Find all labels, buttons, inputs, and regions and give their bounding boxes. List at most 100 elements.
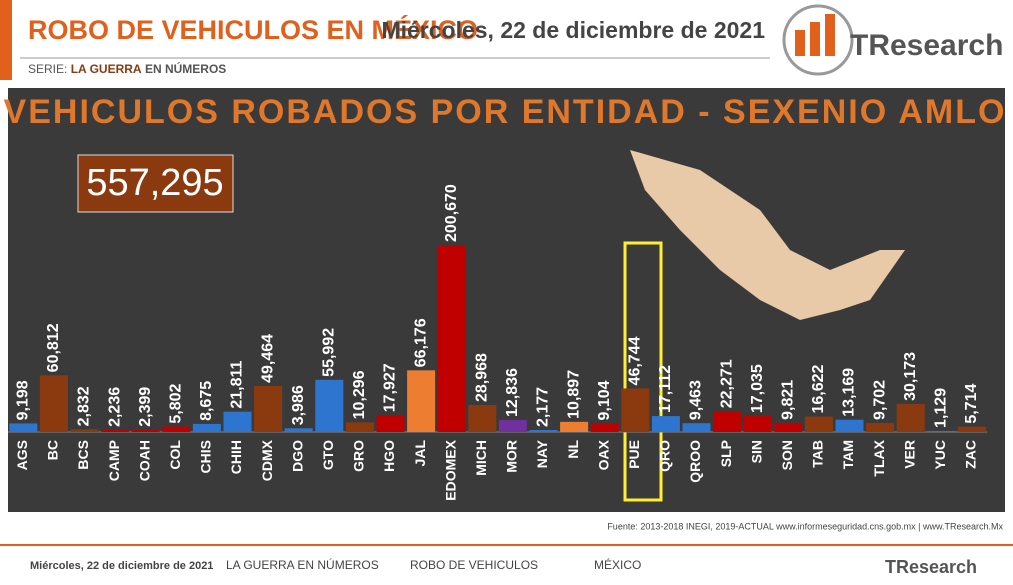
bar (682, 423, 711, 432)
bar (39, 375, 68, 432)
bar (498, 420, 527, 432)
x-tick-label: COAH (136, 440, 152, 481)
footer (0, 545, 1013, 585)
bar (223, 411, 252, 432)
bar (407, 370, 436, 432)
value-label: 5,714 (963, 384, 980, 424)
logo-bar (825, 14, 835, 56)
header-title: ROBO DE VEHICULOS EN MÉXICO (28, 14, 478, 45)
x-tick-label: SLP (718, 440, 734, 467)
value-label: 3,986 (290, 385, 307, 425)
x-tick-label: NL (565, 440, 581, 459)
bar (254, 385, 283, 432)
x-tick-label: ZAC (963, 440, 979, 469)
chart-title: VEHICULOS ROBADOS POR ENTIDAD - SEXENIO … (4, 93, 1007, 131)
series-label-c: EN NÚMEROS (145, 61, 226, 76)
value-label: 60,812 (45, 323, 62, 372)
x-tick-label: QRO (657, 440, 673, 472)
x-tick-label: MICH (473, 440, 489, 476)
value-label: 2,177 (535, 387, 552, 427)
x-tick-label: SIN (748, 440, 764, 463)
x-tick-label: GRO (351, 440, 367, 472)
value-label: 66,176 (412, 318, 429, 367)
value-label: 2,399 (137, 387, 154, 427)
bar (866, 422, 895, 432)
x-tick-label: BCS (75, 440, 91, 470)
logo-bar (810, 22, 820, 56)
value-label: 17,927 (382, 363, 399, 412)
value-label: 9,821 (780, 380, 797, 420)
x-tick-label: COL (167, 440, 183, 470)
footer-date: Miércoles, 22 de diciembre de 2021 (30, 560, 213, 572)
bar (713, 411, 742, 432)
x-tick-label: JAL (412, 440, 428, 467)
x-tick-label: GTO (320, 440, 336, 470)
bar (376, 415, 405, 432)
series-label-a: SERIE: (28, 62, 67, 76)
value-label: 21,811 (229, 361, 246, 409)
value-label: 2,832 (76, 386, 93, 426)
x-tick-label: CAMP (106, 440, 122, 481)
x-tick-label: CHIS (198, 440, 214, 473)
bar (162, 426, 191, 432)
bar (345, 422, 374, 432)
logo-bar (795, 30, 805, 56)
value-label: 9,198 (15, 380, 32, 420)
x-tick-label: SON (779, 440, 795, 470)
total-value: 557,295 (86, 162, 223, 204)
value-label: 55,992 (321, 328, 338, 377)
bar (743, 416, 772, 432)
bar (70, 429, 99, 432)
bar (315, 379, 344, 432)
value-label: 5,802 (168, 383, 185, 423)
footer-series: LA GUERRA EN NÚMEROS (226, 557, 379, 572)
bar (590, 423, 619, 432)
bar (835, 419, 864, 432)
header-brand: TResearch (850, 29, 1003, 62)
bar (621, 388, 650, 432)
value-label: 49,464 (259, 334, 276, 383)
footer-brand: TResearch (885, 557, 977, 577)
bar (437, 245, 466, 432)
bar (192, 423, 221, 432)
value-label: 10,296 (351, 370, 368, 419)
bar (957, 426, 986, 432)
x-tick-label: HGO (381, 440, 397, 472)
footer-topic: ROBO DE VEHICULOS (410, 558, 538, 572)
bar (560, 421, 589, 432)
bar (9, 423, 38, 432)
footer-place: MÉXICO (594, 557, 641, 572)
series-label: SERIE: LA GUERRA EN NÚMEROS (28, 61, 226, 76)
value-label: 10,897 (565, 370, 582, 419)
x-tick-label: TAM (840, 440, 856, 469)
x-tick-label: YUC (932, 440, 948, 470)
value-label: 1,129 (933, 388, 950, 428)
x-tick-label: TAB (810, 440, 826, 468)
bar (284, 428, 313, 432)
bar (651, 416, 680, 432)
value-label: 22,271 (718, 359, 735, 408)
value-label: 8,675 (198, 381, 215, 421)
logo-ring (782, 4, 854, 76)
value-label: 16,622 (810, 364, 827, 413)
highlight-box (623, 241, 663, 502)
x-tick-label: DGO (289, 440, 305, 472)
bar (529, 429, 558, 432)
map (630, 150, 905, 320)
bars: 9,198 AGS 60,812 BC 2,832 BCS 2,236 CAMP 2,399 CO… (8, 184, 988, 501)
x-tick-label: NAY (534, 439, 550, 468)
bar (468, 405, 497, 432)
x-tick-label: BC (45, 440, 61, 460)
value-label: 200,670 (443, 184, 460, 242)
value-label: 9,463 (688, 380, 705, 420)
header-date: Miércoles, 22 de diciembre de 2021 (381, 17, 765, 43)
bar (774, 422, 803, 432)
value-label: 9,702 (871, 380, 888, 420)
bar (927, 430, 956, 432)
x-tick-label: TLAX (871, 439, 887, 476)
bar (131, 429, 160, 432)
value-label: 2,236 (106, 387, 123, 427)
bar (896, 403, 925, 432)
